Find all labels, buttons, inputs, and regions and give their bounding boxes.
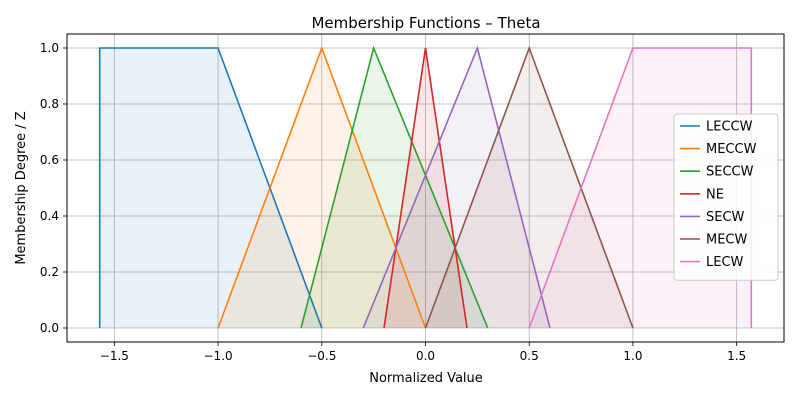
series-fill-mecw — [425, 48, 633, 328]
legend-label-lecw: LECW — [706, 255, 744, 270]
series-line-secw — [362, 45, 551, 329]
legend: LECCW MECCW SECCW NE SECW MECW LECW — [673, 113, 779, 281]
legend-label-meccw: MECCW — [706, 142, 757, 157]
series-fill-seccw — [301, 48, 488, 328]
y-axis-ticks: 0.0 0.2 0.4 0.6 0.8 1.0 — [40, 41, 67, 335]
legend-label-mecw: MECW — [706, 233, 748, 248]
y-tick-label: 1.0 — [40, 41, 59, 55]
x-tick-label: −0.5 — [307, 349, 336, 363]
x-axis-ticks: −1.5 −1.0 −0.5 0.0 0.5 1.0 1.5 — [100, 342, 746, 363]
series-fill-meccw — [218, 48, 426, 328]
legend-label-ne: NE — [706, 187, 724, 202]
y-tick-label: 0.6 — [40, 153, 59, 167]
x-tick-label: 0.5 — [520, 349, 539, 363]
legend-label-secw: SECW — [706, 210, 745, 225]
y-tick-label: 0.2 — [40, 265, 59, 279]
y-axis-label: Membership Degree / Z — [14, 111, 29, 264]
series-fill-secw — [363, 48, 550, 328]
y-tick-label: 0.4 — [40, 209, 59, 223]
series-line-ne — [383, 47, 468, 329]
x-tick-label: 0.0 — [416, 349, 435, 363]
legend-label-leccw: LECCW — [706, 120, 753, 135]
series-line-mecw — [424, 45, 634, 329]
series-lines — [98, 45, 753, 329]
x-tick-label: 1.5 — [727, 349, 746, 363]
x-tick-label: −1.0 — [204, 349, 233, 363]
y-tick-label: 0.8 — [40, 97, 59, 111]
x-axis-label: Normalized Value — [369, 371, 483, 386]
series-fills — [99, 48, 752, 328]
series-line-meccw — [217, 45, 427, 329]
x-tick-label: 1.0 — [623, 349, 642, 363]
x-tick-label: −1.5 — [100, 349, 129, 363]
series-fill-ne — [384, 48, 467, 328]
chart-title: Membership Functions – Theta — [311, 14, 540, 32]
series-fill-leccw — [99, 48, 322, 328]
y-tick-label: 0.0 — [40, 321, 59, 335]
series-line-seccw — [300, 45, 489, 329]
legend-label-seccw: SECCW — [706, 165, 754, 180]
